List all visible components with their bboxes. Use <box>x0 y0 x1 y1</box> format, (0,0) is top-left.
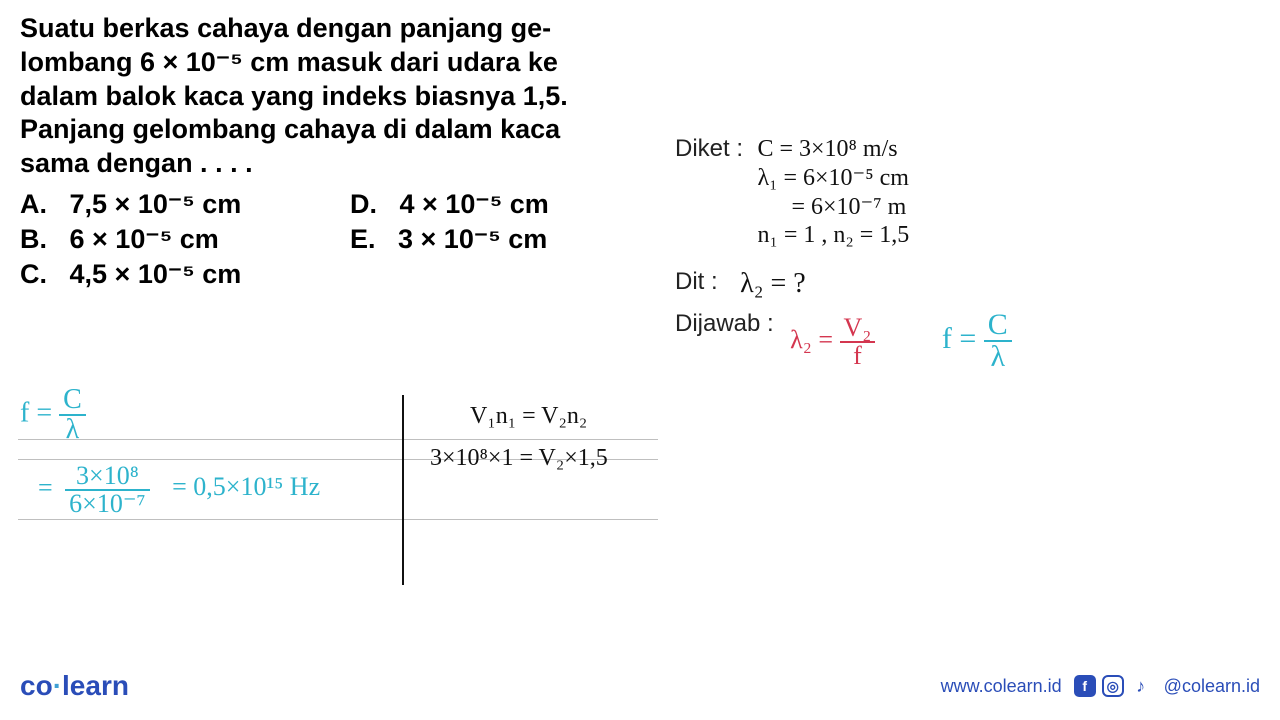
footer-right: www.colearn.id f ◎ ♪ @colearn.id <box>941 675 1260 697</box>
dijawab-eq1: λ₂ = V₂ f <box>790 325 882 354</box>
option-row-1: A. 7,5 × 10⁻⁵ cm D. 4 × 10⁻⁵ cm <box>20 189 660 224</box>
q-line-5: sama dengan . . . . <box>20 147 660 181</box>
logo-learn: learn <box>62 670 129 701</box>
dit-label: Dit : <box>675 268 718 296</box>
frac-clambda: C λ <box>984 310 1012 372</box>
f-eq: f = C λ <box>20 386 86 444</box>
footer-handle: @colearn.id <box>1164 676 1260 697</box>
question-text: Suatu berkas cahaya dengan panjang ge- l… <box>20 12 660 181</box>
diket-block: Diket : C = 3×10⁸ m/s λ₁ = 6×10⁻⁵ cm = 6… <box>675 135 1255 250</box>
q-line-3: dalam balok kaca yang indeks biasnya 1,5… <box>20 80 660 114</box>
tiktok-icon: ♪ <box>1130 675 1152 697</box>
f-calc: = 3×10⁸ 6×10⁻⁷ = 0,5×10¹⁵ Hz <box>38 463 320 517</box>
option-b: B. 6 × 10⁻⁵ cm <box>20 224 300 255</box>
facebook-icon: f <box>1074 675 1096 697</box>
dijawab-eq2: f = C λ <box>942 322 1012 355</box>
diket-label: Diket : <box>675 135 743 163</box>
footer-url: www.colearn.id <box>941 676 1062 697</box>
option-a: A. 7,5 × 10⁻⁵ cm <box>20 189 300 220</box>
diket-n: n₁ = 1 , n₂ = 1,5 <box>757 221 909 250</box>
diket-content: C = 3×10⁸ m/s λ₁ = 6×10⁻⁵ cm = 6×10⁻⁷ m … <box>757 135 909 250</box>
option-e: E. 3 × 10⁻⁵ cm <box>350 224 630 255</box>
frac-v2f: V₂ f <box>840 315 876 369</box>
footer: co·learn www.colearn.id f ◎ ♪ @colearn.i… <box>20 670 1260 702</box>
snell-sub: 3×10⁸×1 = V₂×1,5 <box>430 437 830 479</box>
snell-eq: V₁n₁ = V₂n₂ <box>430 395 830 437</box>
work-right-block: V₁n₁ = V₂n₂ 3×10⁸×1 = V₂×1,5 <box>430 395 830 479</box>
option-d: D. 4 × 10⁻⁵ cm <box>350 189 630 220</box>
option-row-3: C. 4,5 × 10⁻⁵ cm <box>20 259 660 294</box>
dit-value: λ₂ = ? <box>740 268 806 299</box>
diket-c: C = 3×10⁸ m/s <box>757 135 909 164</box>
dijawab-label: Dijawab : <box>675 310 774 338</box>
dijawab-block: Dijawab : λ₂ = V₂ f f = C λ <box>675 310 1255 372</box>
options-block: A. 7,5 × 10⁻⁵ cm D. 4 × 10⁻⁵ cm B. 6 × 1… <box>20 189 660 294</box>
dit-block: Dit : λ₂ = ? <box>675 268 806 300</box>
social-icons: f ◎ ♪ <box>1074 675 1152 697</box>
option-row-2: B. 6 × 10⁻⁵ cm E. 3 × 10⁻⁵ cm <box>20 224 660 259</box>
diket-lambda1b: = 6×10⁻⁷ m <box>757 193 909 222</box>
option-c: C. 4,5 × 10⁻⁵ cm <box>20 259 300 290</box>
instagram-icon: ◎ <box>1102 675 1124 697</box>
q-line-1: Suatu berkas cahaya dengan panjang ge- <box>20 12 660 46</box>
logo-co: co <box>20 670 53 701</box>
frac-calc: 3×10⁸ 6×10⁻⁷ <box>65 463 149 517</box>
question-block: Suatu berkas cahaya dengan panjang ge- l… <box>20 12 660 294</box>
brand-logo: co·learn <box>20 670 129 702</box>
logo-dot: · <box>53 670 62 701</box>
diket-lambda1a: λ₁ = 6×10⁻⁵ cm <box>757 164 909 193</box>
q-line-2: lombang 6 × 10⁻⁵ cm masuk dari udara ke <box>20 46 660 80</box>
frac-cl2: C λ <box>59 386 86 444</box>
q-line-4: Panjang gelombang cahaya di dalam kaca <box>20 113 660 147</box>
vertical-divider <box>402 395 404 585</box>
